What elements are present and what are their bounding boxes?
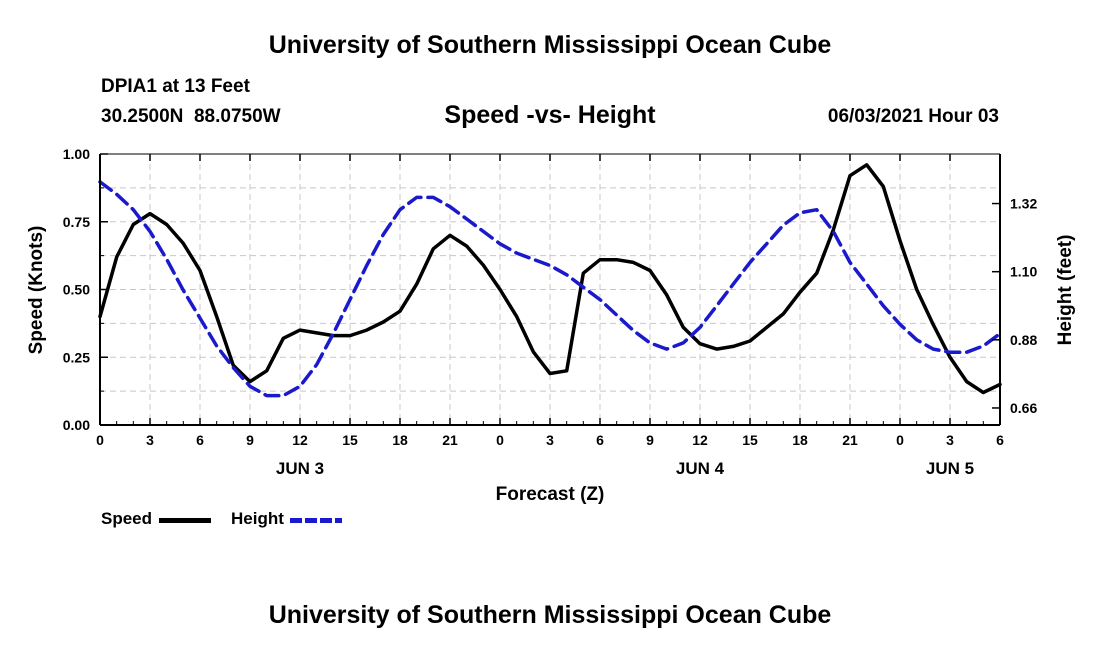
- series-line-height: [98, 180, 1002, 398]
- x-tick-label: 15: [742, 432, 758, 448]
- legend-height-label: Height: [231, 509, 284, 528]
- x-tick-label: 21: [442, 432, 458, 448]
- y-tick-label: 0.75: [63, 214, 90, 230]
- x-axis-label: Forecast (Z): [496, 484, 605, 505]
- x-tick-label: 15: [342, 432, 358, 448]
- x-tick-label: 9: [646, 432, 654, 448]
- y2-tick-label: 1.32: [1010, 196, 1037, 212]
- grid: [100, 154, 1000, 425]
- x-tick-label: 6: [996, 432, 1004, 448]
- x-tick-label: 3: [946, 432, 954, 448]
- y-tick-label: 0.25: [63, 349, 90, 365]
- x-tick-label: 21: [842, 432, 858, 448]
- chart-subtitle: Speed -vs- Height: [444, 101, 656, 129]
- x-tick-label: 3: [546, 432, 554, 448]
- x-tick-label: 12: [692, 432, 708, 448]
- y-tick-label: 0.00: [63, 417, 90, 433]
- day-label: JUN 5: [926, 459, 974, 478]
- day-label: JUN 4: [676, 459, 725, 478]
- series-lines: [98, 163, 1002, 398]
- y-tick-label: 0.50: [63, 282, 90, 298]
- y2-axis-label: Height (feet): [1055, 235, 1076, 346]
- day-label: JUN 3: [276, 459, 324, 478]
- chart-title: University of Southern Mississippi Ocean…: [268, 31, 832, 59]
- y2-tick-label: 0.66: [1010, 400, 1037, 416]
- x-tick-label: 18: [792, 432, 808, 448]
- y-axis-label: Speed (Knots): [26, 226, 47, 355]
- x-tick-label: 0: [96, 432, 104, 448]
- x-tick-label: 9: [246, 432, 254, 448]
- x-tick-label: 6: [196, 432, 204, 448]
- y2-tick-label: 0.88: [1010, 332, 1037, 348]
- y-tick-label: 1.00: [63, 146, 90, 162]
- x-tick-label: 6: [596, 432, 604, 448]
- series-line-speed: [98, 163, 1002, 395]
- x-tick-label: 0: [496, 432, 504, 448]
- x-tick-label: 3: [146, 432, 154, 448]
- footer-title: University of Southern Mississippi Ocean…: [268, 601, 832, 629]
- station-label: DPIA1 at 13 Feet: [101, 76, 250, 97]
- datetime-label: 06/03/2021 Hour 03: [827, 106, 999, 127]
- x-tick-label: 18: [392, 432, 408, 448]
- y2-tick-label: 1.10: [1010, 264, 1037, 280]
- coordinates-label: 30.2500N 88.0750W: [101, 106, 281, 127]
- legend-speed-label: Speed: [101, 509, 153, 528]
- legend-speed-swatch: [159, 518, 211, 523]
- x-tick-label: 0: [896, 432, 904, 448]
- legend-height-swatch: [290, 518, 342, 523]
- x-tick-label: 12: [292, 432, 308, 448]
- axis-ticks: 0 3 6 9 12 15 18 21 0 3 6 9 12 15 18 21 0 3 6 JUN 3 JUN 4 JUN…: [63, 146, 1038, 478]
